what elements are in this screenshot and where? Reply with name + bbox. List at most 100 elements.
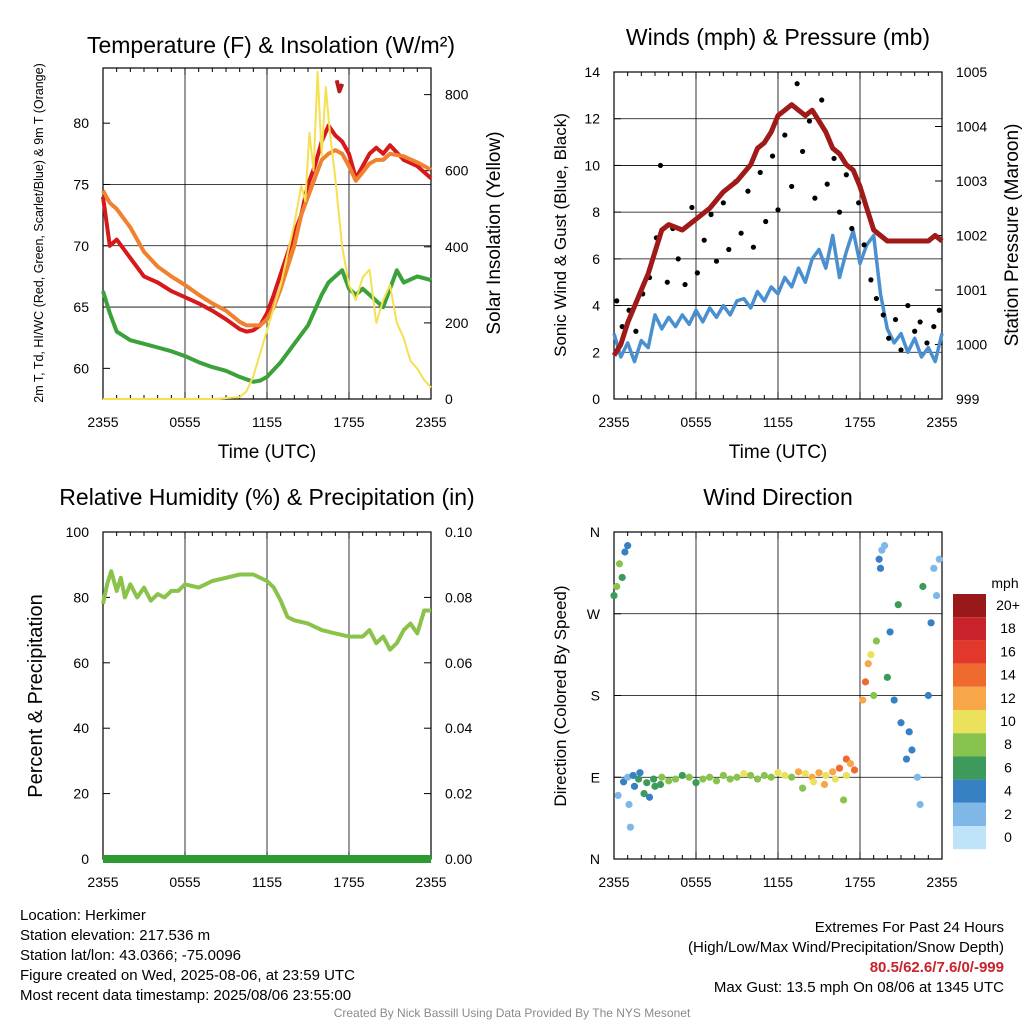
credit-text: Created By Nick Bassill Using Data Provi…	[333, 1006, 691, 1020]
legend-label: 4	[1004, 783, 1012, 799]
y2-tick-label: 1003	[956, 173, 987, 189]
direction-point	[840, 796, 848, 804]
gust-point	[831, 155, 837, 162]
y-tick-label: 10	[584, 157, 600, 173]
y-tick-label: 65	[73, 299, 89, 315]
gust-point	[713, 258, 720, 264]
x-tick-label: 2355	[415, 414, 446, 430]
elevation-text: Station elevation: 217.536 m	[20, 927, 211, 944]
direction-point	[822, 771, 830, 780]
wind-speed-line	[612, 229, 944, 364]
x-tick-label: 2355	[87, 414, 118, 430]
legend-label: 20+	[996, 597, 1020, 613]
gust-point	[856, 200, 862, 206]
direction-point	[747, 771, 755, 780]
y2-tick-label: 0.06	[445, 655, 472, 671]
gust-point	[794, 81, 800, 87]
extremes-subtitle: (High/Low/Max Wind/Precipitation/Snow De…	[688, 939, 1004, 956]
direction-point	[890, 696, 898, 704]
y2-axis-label: Solar Insolation (Yellow)	[484, 131, 505, 334]
direction-point	[883, 673, 891, 681]
direction-point	[610, 591, 618, 600]
y-tick-label: 100	[66, 524, 90, 540]
direction-point	[902, 755, 911, 763]
direction-point	[767, 773, 775, 781]
gust-point	[861, 242, 867, 248]
y2-tick-label: 999	[956, 391, 980, 407]
y2-tick-label: 0	[445, 391, 453, 407]
legend-swatch	[953, 733, 986, 757]
x-axis-label: Time (UTC)	[729, 442, 828, 463]
direction-point	[630, 782, 639, 790]
y-tick-label: S	[591, 688, 600, 704]
series-line-3	[334, 79, 345, 94]
x-tick-label: 2355	[598, 414, 629, 430]
direction-point	[614, 791, 622, 800]
legend-label: 12	[1000, 690, 1016, 706]
x-tick-label: 2355	[87, 874, 118, 890]
direction-point	[801, 770, 809, 778]
direction-point	[726, 775, 734, 783]
gust-point	[745, 188, 751, 194]
gust-point	[750, 244, 757, 250]
gust-point	[936, 307, 942, 313]
gust-point	[880, 312, 886, 318]
y-tick-label: 60	[73, 360, 89, 376]
legend-label: 8	[1004, 736, 1012, 752]
y2-tick-label: 1004	[956, 119, 987, 135]
gust-point	[675, 256, 681, 262]
y-tick-label: W	[587, 606, 601, 622]
direction-point	[876, 564, 885, 572]
direction-point	[678, 771, 686, 780]
direction-point	[924, 691, 932, 700]
direction-point	[760, 771, 768, 780]
y-axis-label: Sonic Wind & Gust (Blue, Black)	[551, 113, 570, 357]
gust-point	[763, 218, 769, 225]
y-axis-label: 2m T, Td, HI/WC (Red, Green, Scarlet/Blu…	[32, 63, 46, 402]
gust-point	[917, 319, 923, 325]
legend-label: 10	[1000, 713, 1016, 729]
y2-tick-label: 800	[445, 87, 469, 103]
direction-point	[815, 769, 823, 777]
direction-point	[905, 728, 913, 736]
direction-point	[842, 771, 850, 780]
direction-point	[753, 775, 762, 783]
gust-point	[738, 230, 744, 236]
y-tick-label: 6	[592, 251, 600, 267]
direction-point	[624, 773, 632, 781]
legend-label: 2	[1004, 806, 1012, 822]
max-gust-text: Max Gust: 13.5 mph On 08/06 at 1345 UTC	[713, 979, 1004, 996]
y2-axis-label: Station Pressure (Maroon)	[1002, 124, 1023, 347]
direction-point	[897, 719, 905, 727]
y2-tick-label: 0.04	[445, 720, 472, 736]
legend-swatch	[953, 710, 986, 734]
gust-point	[789, 183, 795, 190]
y-tick-label: E	[591, 769, 600, 785]
direction-point	[685, 773, 693, 781]
x-tick-label: 2355	[926, 874, 957, 890]
direction-point	[636, 769, 644, 777]
gust-point	[868, 277, 874, 283]
direction-point	[651, 782, 659, 790]
series-line-4	[103, 70, 432, 400]
gust-point	[689, 204, 695, 211]
gust-point	[708, 211, 714, 218]
gust-point	[726, 246, 732, 253]
direction-point	[881, 542, 889, 550]
gust-point	[924, 340, 930, 346]
direction-point	[886, 628, 894, 636]
humidity-chart: 2355 0555 1155 1755 2355 0 20 40 60 80 100 0.00 0.02…	[25, 484, 475, 890]
direction-point	[665, 777, 673, 785]
x-axis-label: Time (UTC)	[218, 442, 317, 463]
speed-legend: mph 20+ 18 16 14 12 10 8 6 4 2 0	[953, 575, 1020, 850]
direction-point	[872, 637, 881, 645]
y2-tick-label: 1005	[956, 64, 987, 80]
y-tick-label: N	[590, 524, 600, 540]
gust-point	[782, 132, 788, 138]
location-text: Location: Herkimer	[20, 907, 146, 924]
legend-swatch	[953, 802, 986, 826]
x-tick-label: 1755	[844, 414, 875, 430]
chart-title: Relative Humidity (%) & Precipitation (i…	[59, 484, 474, 510]
gust-point	[800, 148, 806, 155]
direction-point	[650, 775, 658, 783]
